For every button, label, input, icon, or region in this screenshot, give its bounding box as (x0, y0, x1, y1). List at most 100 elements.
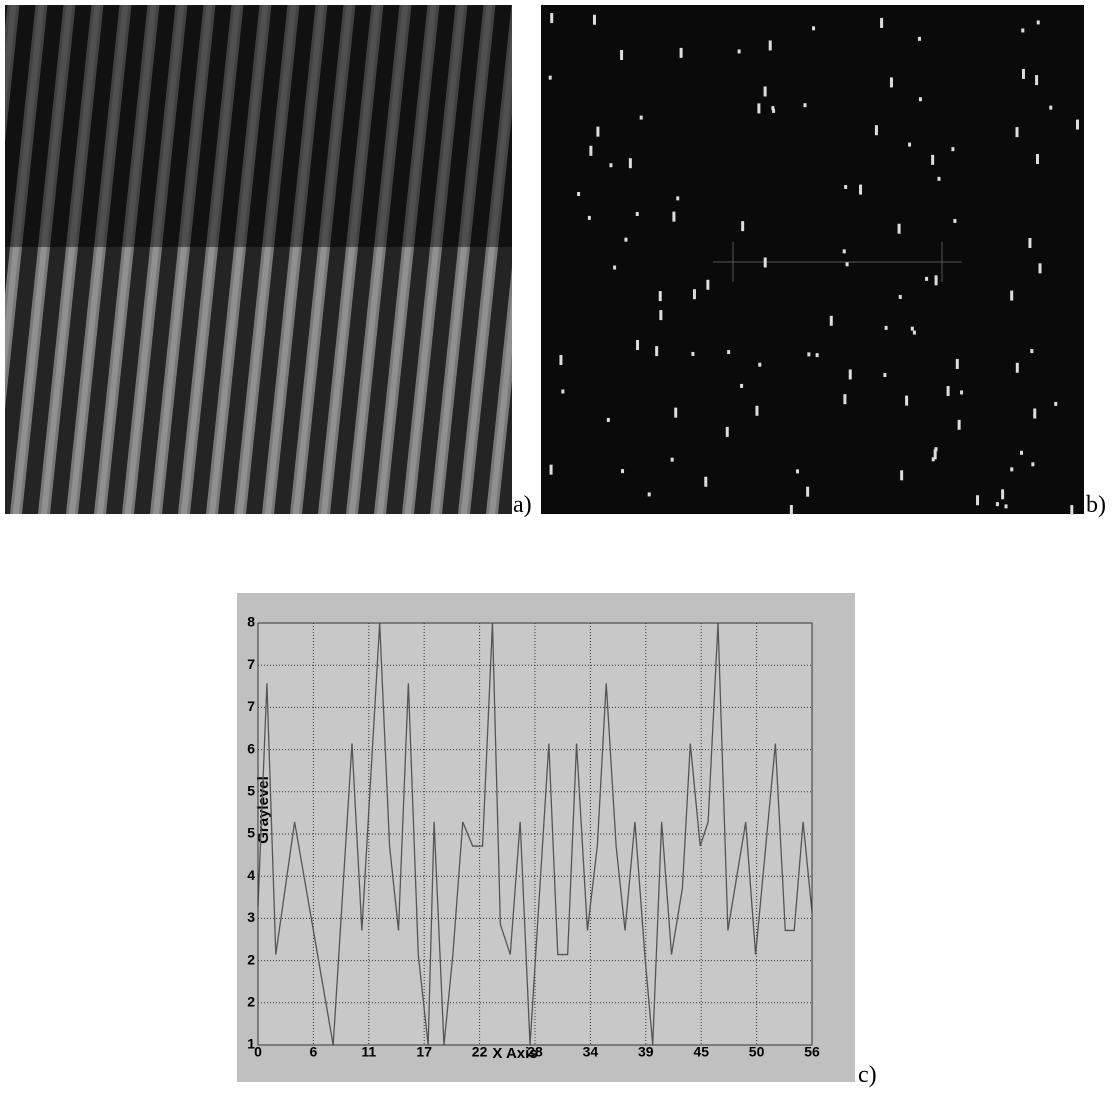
spot (935, 275, 938, 285)
spot (1030, 349, 1033, 353)
spot (960, 390, 963, 394)
panel-label: a) (513, 492, 532, 518)
spot (883, 373, 886, 377)
spot (803, 103, 806, 107)
spot (1076, 120, 1079, 130)
spot (1016, 363, 1019, 373)
spot (755, 406, 758, 416)
spot (1070, 505, 1073, 515)
spot (1016, 127, 1019, 137)
spot (807, 352, 810, 356)
spot (621, 469, 624, 473)
spot (880, 18, 883, 28)
spot (1010, 467, 1013, 471)
spot (899, 295, 902, 299)
spot (624, 238, 627, 242)
spot (589, 146, 592, 156)
spot (738, 49, 741, 53)
y-tick-label: 8 (247, 614, 255, 630)
spot (900, 470, 903, 480)
spot (931, 155, 934, 165)
spot (908, 143, 911, 147)
x-tick-label: 28 (527, 1044, 543, 1060)
spot (674, 408, 677, 418)
spot (671, 458, 674, 462)
spot (859, 185, 862, 195)
x-tick-label: 39 (638, 1044, 654, 1060)
y-tick-label: 7 (247, 656, 255, 672)
spot (844, 185, 847, 189)
spot (769, 40, 772, 50)
spot (937, 177, 940, 181)
panel-label: c) (858, 1062, 877, 1088)
spot (1035, 75, 1038, 85)
spot (918, 37, 921, 41)
y-tick-label: 2 (247, 994, 255, 1010)
spot (790, 505, 793, 515)
spot (958, 420, 961, 430)
spot (549, 76, 552, 80)
spot (849, 369, 852, 379)
y-tick-label: 2 (247, 951, 255, 967)
y-tick-label: 5 (247, 825, 255, 841)
spot (1028, 238, 1031, 248)
spot (772, 109, 775, 113)
spot (1039, 263, 1042, 273)
spot (843, 394, 846, 404)
page: {"panels": {"a": "a)", "b": "b)", "c": "… (0, 0, 1118, 1117)
spot (740, 384, 743, 388)
spot (1054, 402, 1057, 406)
spot (1037, 20, 1040, 24)
spot (559, 355, 562, 365)
spot (758, 363, 761, 367)
spot (947, 386, 950, 396)
spot (913, 331, 916, 335)
spot (1036, 154, 1039, 164)
y-tick-label: 4 (247, 867, 255, 883)
spot (607, 418, 610, 422)
spot (691, 352, 694, 356)
spot (596, 127, 599, 137)
spot (796, 469, 799, 473)
y-tick-label: 3 (247, 909, 255, 925)
x-tick-label: 6 (310, 1044, 318, 1060)
spot (609, 163, 612, 167)
spot (727, 350, 730, 354)
spot (812, 26, 815, 30)
spot (757, 103, 760, 113)
x-tick-label: 22 (472, 1044, 488, 1060)
x-tick-label: 56 (804, 1044, 820, 1060)
spot (640, 116, 643, 120)
panel-a-image (5, 5, 512, 514)
spot (676, 196, 679, 200)
spot (636, 212, 639, 216)
spot (956, 359, 959, 369)
x-tick-label: 34 (583, 1044, 599, 1060)
y-tick-label: 6 (247, 740, 255, 756)
y-tick-label: 1 (247, 1036, 255, 1052)
spot (1005, 504, 1008, 508)
spot (550, 465, 553, 475)
figure: a) b) X Axis Graylevel c) 06111722283439… (0, 0, 1118, 1117)
spot (550, 13, 553, 23)
panel-label: b) (1086, 492, 1106, 518)
spot (629, 158, 632, 168)
spot (672, 212, 675, 222)
spot (655, 346, 658, 356)
spot (1010, 291, 1013, 301)
spot (1033, 408, 1036, 418)
spot (830, 316, 833, 326)
spot (704, 477, 707, 487)
spot (1021, 28, 1024, 32)
spot (1001, 489, 1004, 499)
spot (996, 502, 999, 506)
spot (726, 427, 729, 437)
spot (613, 266, 616, 270)
y-tick-label: 7 (247, 698, 255, 714)
spot (706, 280, 709, 290)
spot (648, 492, 651, 496)
spot (976, 495, 979, 505)
spot (593, 15, 596, 25)
spot (636, 340, 639, 350)
spot (932, 457, 935, 461)
